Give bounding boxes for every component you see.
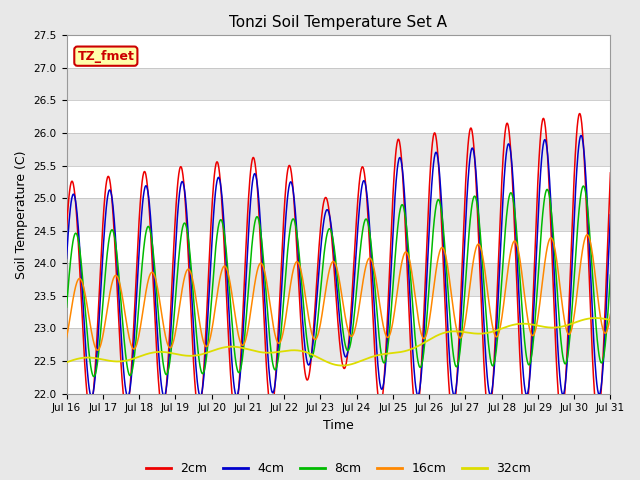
Bar xyxy=(67,166,611,198)
Legend: 2cm, 4cm, 8cm, 16cm, 32cm: 2cm, 4cm, 8cm, 16cm, 32cm xyxy=(141,457,536,480)
Bar xyxy=(67,36,611,68)
Y-axis label: Soil Temperature (C): Soil Temperature (C) xyxy=(15,150,28,279)
Text: TZ_fmet: TZ_fmet xyxy=(77,49,134,63)
Bar xyxy=(67,296,611,328)
Bar xyxy=(67,231,611,264)
Bar xyxy=(67,100,611,133)
Bar xyxy=(67,361,611,394)
Title: Tonzi Soil Temperature Set A: Tonzi Soil Temperature Set A xyxy=(230,15,447,30)
X-axis label: Time: Time xyxy=(323,419,354,432)
